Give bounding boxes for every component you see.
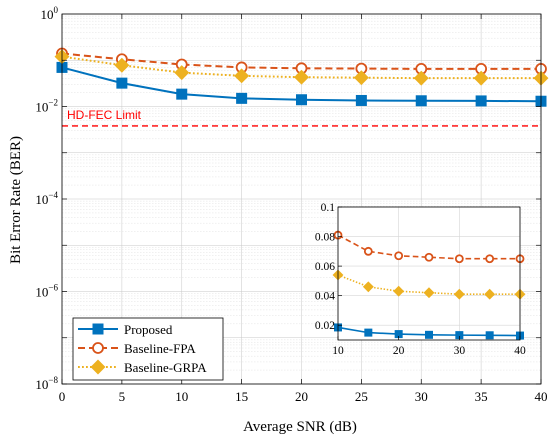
inset-x-tick-labels: 10 20 30 40	[332, 345, 526, 357]
inset-plot: 10 20 30 40 0.02 0.04 0.06 0.08 0.1	[315, 202, 526, 357]
main-x-tick-label: 30	[415, 389, 428, 404]
legend-marker-baseline-fpa	[92, 342, 104, 354]
inset-point-baseline-grpa	[423, 287, 435, 299]
main-point-proposed	[355, 94, 367, 106]
main-y-tick-labels: 100 10−2 10−4 10−6 10−8	[35, 5, 58, 392]
hd-fec-label: HD-FEC Limit	[67, 108, 142, 122]
main-point-baseline-grpa	[413, 70, 429, 86]
legend-label-baseline-fpa: Baseline-FPA	[124, 341, 196, 356]
inset-point-baseline-grpa	[393, 285, 405, 297]
legend-label-proposed: Proposed	[124, 322, 173, 337]
inset-x-tick-label: 30	[454, 345, 466, 357]
inset-frame	[337, 206, 521, 341]
main-point-proposed	[176, 88, 188, 100]
inset-ticks	[337, 206, 521, 340]
legend-marker-baseline-grpa	[90, 359, 106, 375]
inset-background	[338, 207, 520, 340]
main-x-tick-label: 10	[175, 389, 188, 404]
inset-y-tick-label: 0.1	[321, 202, 336, 214]
main-point-baseline-grpa	[174, 65, 190, 81]
main-point-baseline-grpa	[353, 70, 369, 86]
main-x-tick-label: 5	[119, 389, 126, 404]
main-point-baseline-grpa	[234, 68, 250, 84]
main-ticks	[61, 14, 542, 385]
inset-y-tick-label: 0.04	[315, 291, 335, 303]
inset-point-baseline-fpa	[363, 246, 373, 256]
legend-label-baseline-grpa: Baseline-GRPA	[124, 360, 207, 375]
main-x-tick-labels: 0 5 10 15 20 25 30 35 40	[59, 389, 548, 404]
main-x-tick-label: 40	[535, 389, 548, 404]
inset-point-baseline-fpa	[485, 254, 495, 264]
y-axis-label: Bit Error Rate (BER)	[8, 136, 24, 264]
inset-y-tick-label: 0.06	[315, 261, 335, 273]
legend-entry-proposed: Proposed	[78, 322, 173, 337]
main-point-proposed	[116, 77, 128, 89]
legend-marker-proposed	[92, 323, 104, 335]
main-y-tick-label: 10−6	[35, 283, 58, 300]
legend-entry-baseline-grpa: Baseline-GRPA	[78, 359, 207, 375]
hd-fec-limit: HD-FEC Limit	[62, 108, 541, 127]
main-series	[54, 47, 549, 107]
inset-point-baseline-grpa	[453, 288, 465, 300]
main-point-baseline-grpa	[294, 69, 309, 85]
main-point-baseline-grpa	[114, 57, 130, 73]
main-point-proposed	[236, 92, 248, 104]
inset-x-tick-label: 20	[393, 345, 405, 357]
inset-y-tick-label: 0.08	[315, 232, 335, 244]
inset-y-tick-labels: 0.02 0.04 0.06 0.08 0.1	[315, 202, 335, 332]
main-y-tick-label: 10−2	[35, 98, 58, 115]
main-point-proposed	[296, 94, 307, 106]
inset-y-tick-label: 0.02	[315, 320, 335, 332]
main-point-proposed	[475, 95, 487, 107]
legend: Proposed Baseline-FPA Baseline-GRPA	[72, 317, 224, 381]
main-y-tick-label: 10−8	[35, 375, 58, 392]
main-y-tick-label: 100	[41, 5, 59, 22]
main-x-tick-label: 20	[295, 389, 308, 404]
inset-point-baseline-fpa	[424, 252, 434, 262]
inset-point-baseline-fpa	[454, 254, 464, 264]
main-y-tick-label: 10−4	[35, 190, 58, 207]
inset-x-tick-label: 40	[514, 345, 526, 357]
inset-point-baseline-fpa	[394, 251, 404, 261]
inset-x-tick-label: 10	[332, 345, 344, 357]
legend-entry-baseline-fpa: Baseline-FPA	[78, 341, 196, 356]
inset-point-baseline-grpa	[484, 288, 496, 300]
inset-point-proposed	[425, 330, 433, 339]
main-x-tick-label: 25	[355, 389, 368, 404]
inset-point-baseline-grpa	[362, 281, 374, 293]
main-x-tick-label: 15	[235, 389, 248, 404]
inset-point-proposed	[485, 331, 494, 340]
main-x-tick-label: 0	[59, 389, 66, 404]
main-point-proposed	[415, 95, 427, 107]
inset-series	[332, 230, 526, 340]
inset-point-proposed	[364, 328, 373, 337]
x-axis-label: Average SNR (dB)	[243, 419, 357, 435]
main-x-tick-label: 35	[475, 389, 488, 404]
legend-entries: Proposed Baseline-FPA Baseline-GRPA	[78, 322, 207, 375]
main-point-baseline-grpa	[473, 70, 489, 86]
main-line-baseline-fpa	[61, 52, 541, 70]
